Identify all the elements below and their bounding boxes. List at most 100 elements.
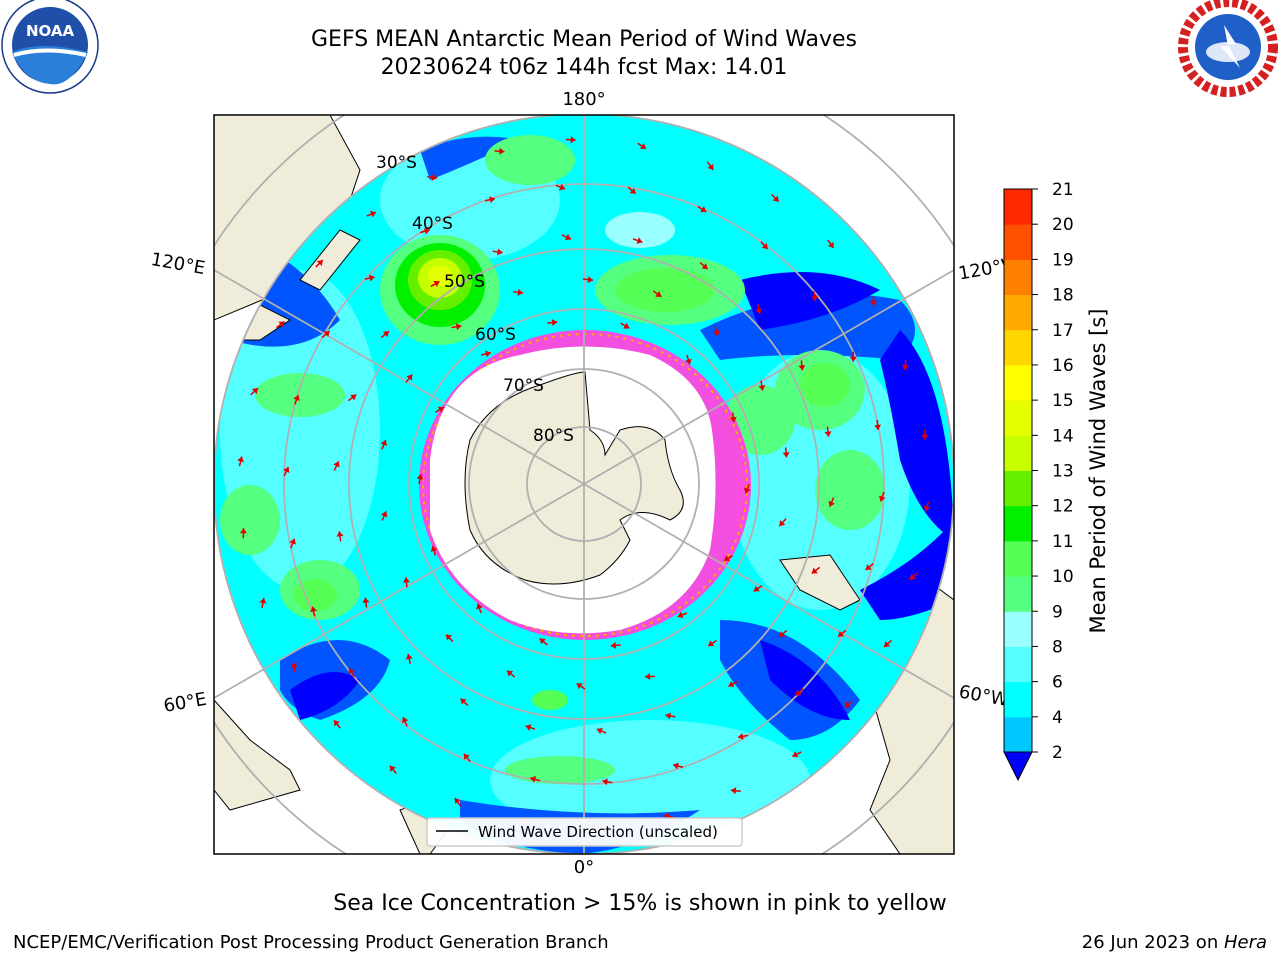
wave-direction-arrowhead	[828, 500, 835, 507]
wave-direction-arrowhead	[700, 206, 707, 213]
wave-direction-arrowhead	[838, 630, 845, 637]
colorbar-segment	[1004, 716, 1032, 753]
wave-direction-arrowhead	[485, 350, 491, 358]
wave-direction-arrowhead	[655, 291, 662, 297]
colorbar-tick-label: 9	[1052, 602, 1063, 622]
wave-direction-arrowhead	[623, 322, 630, 329]
colorbar-segment	[1004, 540, 1032, 577]
colorbar-tick-label: 10	[1052, 567, 1074, 587]
colorbar-segment	[1004, 189, 1032, 225]
wave-direction-arrowhead	[283, 466, 290, 474]
wave-direction-arrowhead	[310, 606, 317, 613]
wave-direction-arrowhead	[570, 136, 576, 144]
wave-direction-arrowhead	[909, 573, 916, 580]
wave-direction-arrowhead	[713, 330, 720, 336]
footer-date: 26 Jun 2023 on Hera	[1082, 932, 1267, 953]
noaa-logo-icon: NOAA	[1, 0, 99, 94]
colorbar-tick-label: 4	[1052, 708, 1063, 728]
lat-label-80s: 80°S	[533, 426, 574, 446]
colorbar-tick-label: 14	[1052, 426, 1074, 446]
map-frame	[213, 114, 955, 855]
colorbar-segment	[1004, 505, 1032, 542]
colorbar-tick-label: 18	[1052, 286, 1074, 306]
wave-direction-arrowhead	[476, 603, 483, 610]
wave-direction-arrowhead	[707, 163, 714, 170]
colorbar-segment	[1004, 400, 1032, 436]
wave-direction-arrowhead	[811, 567, 818, 574]
wave-direction-arrowhead	[323, 330, 330, 337]
colorbar-label: Mean Period of Wind Waves [s]	[1086, 309, 1110, 634]
colorbar-tick-label: 8	[1052, 637, 1063, 657]
wave-direction-arrowhead	[761, 243, 768, 250]
lon-label-180: 180°	[562, 89, 605, 110]
colorbar-tick-label: 15	[1052, 391, 1074, 411]
wave-direction-arrowhead	[874, 424, 882, 430]
wave-direction-arrowhead	[729, 416, 737, 423]
lat-label-50s: 50°S	[444, 272, 485, 292]
wind-wave-direction-arrows	[237, 136, 931, 832]
wave-direction-arrowhead	[259, 598, 267, 604]
legend-label: Wind Wave Direction (unscaled)	[478, 823, 718, 841]
colorbar-extend-min	[1003, 751, 1033, 782]
wave-direction-arrowhead	[489, 196, 495, 204]
wave-direction-arrowhead	[743, 487, 751, 494]
wave-direction-arrowhead	[499, 147, 505, 155]
lat-label-70s: 70°S	[503, 376, 544, 396]
wave-direction-arrowhead	[737, 732, 744, 740]
lat-label-60s: 60°S	[475, 325, 516, 345]
wave-direction-arrowhead	[636, 237, 643, 244]
colorbar-tick-label: 2	[1052, 743, 1063, 763]
wave-direction-arrowhead	[401, 717, 409, 724]
wave-direction-arrowhead	[602, 778, 608, 786]
colorbar-segment	[1004, 611, 1032, 647]
colorbar-tick-label: 6	[1052, 673, 1063, 693]
wave-direction-arrowhead	[844, 701, 851, 708]
colorbar-segment	[1004, 364, 1032, 401]
colorbar-segment	[1004, 576, 1032, 612]
footer-date-text: 26 Jun 2023 on	[1081, 932, 1224, 953]
wave-direction-arrowhead	[644, 673, 651, 681]
wave-direction-arrowhead	[576, 683, 583, 690]
wave-direction-arrowhead	[724, 555, 731, 562]
wave-direction-arrowhead	[665, 712, 671, 720]
wave-direction-arrowhead	[792, 751, 799, 758]
wave-direction-arrowhead	[316, 260, 323, 267]
wave-direction-arrowhead	[348, 668, 355, 675]
wave-direction-arrowhead	[551, 319, 558, 327]
wave-direction-arrowhead	[772, 195, 779, 202]
wave-direction-arrowhead	[869, 300, 877, 306]
wave-direction-arrowhead	[350, 394, 357, 401]
wave-direction-arrowhead	[827, 241, 834, 248]
wave-direction-arrowhead	[629, 187, 636, 194]
wave-direction-arrowhead	[336, 531, 344, 537]
footer-host: Hera	[1223, 932, 1267, 953]
colorbar-tick-label: 11	[1052, 532, 1074, 552]
colorbar-tick-label: 19	[1052, 250, 1074, 270]
wave-direction-arrowhead	[517, 288, 523, 296]
wave-direction-arrowhead	[779, 520, 786, 527]
wave-direction-arrowhead	[333, 720, 340, 727]
colorbar-segment	[1004, 294, 1032, 331]
footer-credit: NCEP/EMC/Verification Post Processing Pr…	[13, 932, 609, 953]
wave-direction-arrowhead	[389, 765, 396, 772]
wave-direction-arrowhead	[433, 280, 440, 287]
wave-direction-arrowhead	[431, 173, 438, 181]
wave-direction-arrowhead	[782, 452, 790, 458]
wave-direction-arrowhead	[445, 634, 452, 641]
wave-direction-arrowhead	[610, 641, 617, 649]
wave-direction-arrowhead	[564, 233, 571, 241]
wave-direction-arrowhead	[289, 538, 296, 545]
lon-label-60e: 60°E	[162, 689, 208, 717]
wave-direction-arrowhead	[795, 689, 802, 696]
sea-ice-note: Sea Ice Concentration > 15% is shown in …	[333, 891, 947, 916]
wave-direction-arrowhead	[755, 308, 763, 315]
colorbar-segment	[1004, 259, 1032, 296]
wave-direction-arrowhead	[684, 358, 692, 365]
wave-direction-arrowhead	[640, 143, 647, 149]
wave-direction-arrowhead	[878, 495, 886, 502]
wave-direction-arrowhead	[437, 406, 444, 413]
colorbar-tick-label: 12	[1052, 497, 1074, 517]
wave-direction-arrowhead	[884, 641, 891, 648]
colorbar-segment	[1004, 435, 1032, 471]
